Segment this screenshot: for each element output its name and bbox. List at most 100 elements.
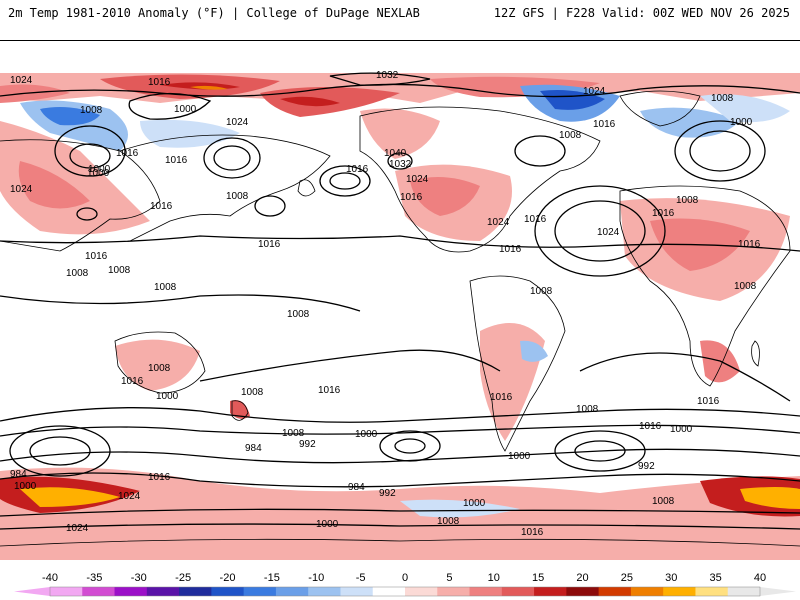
isobar-label: 1024 (118, 491, 141, 502)
legend-frame (49, 586, 761, 597)
anomaly-cool-atlantic (640, 107, 740, 138)
isobar-label: 1008 (80, 105, 103, 116)
anomaly-antarctic-warm (0, 467, 800, 560)
legend-swatch (405, 587, 438, 596)
isobar-label: 1016 (148, 472, 171, 483)
isobar-1000-low-4 (69, 143, 111, 169)
legend-tick-label: 0 (402, 572, 408, 584)
legend-swatch (695, 587, 729, 596)
isobar-label: 1024 (583, 86, 606, 97)
legend-swatch (275, 587, 309, 596)
isobar-label: 1000 (730, 117, 753, 128)
legend-swatch (211, 587, 245, 596)
isobar-label: 1016 (121, 376, 144, 387)
anomaly-antarctic-cool (400, 499, 520, 518)
legend-tick-label: -35 (86, 572, 102, 584)
isobar-label: 1000 (87, 168, 110, 179)
legend-tick-label: 35 (710, 572, 722, 584)
isobar-992-south (0, 448, 800, 464)
legend-swatch (598, 587, 632, 596)
isobar-low-s3 (379, 430, 441, 462)
isobar-1016-north (0, 83, 800, 98)
legend-swatch (340, 587, 374, 596)
legend-swatch (727, 587, 761, 596)
anomaly-warm-3 (190, 85, 228, 90)
legend-swatch (243, 587, 277, 596)
anomaly-warm-eurasia (0, 121, 150, 235)
isobar-label: 1008 (437, 516, 460, 527)
coast-japan (297, 179, 316, 197)
legend-tick-label: -40 (42, 572, 58, 584)
isobar-1016-high-3 (534, 185, 666, 277)
anomaly-antarctic-hot-east (740, 487, 800, 509)
coastlines (0, 90, 800, 547)
isobar-label: 1008 (287, 309, 310, 320)
isobar-label: 1016 (639, 421, 662, 432)
legend-swatch (146, 587, 180, 596)
legend-arrow-high (760, 587, 796, 596)
isobar-1016-midlat (0, 235, 800, 252)
isobar-label: 1024 (226, 117, 249, 128)
isobar-low-s5 (554, 430, 646, 472)
isobar-label: 1000 (174, 104, 197, 115)
legend-tick-label: 15 (532, 572, 544, 584)
isobar-1008-low-4 (54, 125, 126, 177)
isobar-label: 1008 (66, 268, 89, 279)
isobar-label: 1008 (282, 428, 305, 439)
isobar-label: 1008 (241, 387, 264, 398)
isobar-label: 1008 (711, 93, 734, 104)
isobar-label: 1000 (14, 481, 37, 492)
isobar-label: 1016 (490, 392, 513, 403)
isobar-label: 1016 (346, 164, 369, 175)
legend-swatch (308, 587, 341, 596)
isobar-label: 1016 (593, 119, 616, 130)
anomaly-cool-siberia (140, 119, 240, 148)
isobars (0, 72, 800, 530)
legend-tick-label: -30 (131, 572, 147, 584)
isobar-label: 1024 (597, 227, 620, 238)
legend-swatch (630, 587, 664, 596)
isobar-984-south (0, 472, 800, 488)
isobar-label: 1008 (226, 191, 249, 202)
anomaly-cool-europe-core (40, 107, 100, 126)
anomaly-warm-nz (230, 400, 250, 419)
isobar-label: 1016 (148, 77, 171, 88)
isobar-label: 1000 (316, 519, 339, 530)
map-panel: 1024 1016 1000 1032 1024 1008 1000 1008 … (0, 40, 800, 560)
isobar-label: 1000 (508, 451, 531, 462)
coast-africa (619, 185, 791, 387)
isobar-1016-high-1 (319, 165, 371, 197)
isobar-label: 1016 (318, 385, 341, 396)
legend-swatch (372, 587, 406, 596)
isobar-label: 1008 (530, 286, 553, 297)
isobar-low-s1 (9, 425, 111, 477)
legend-tick-label: 10 (488, 572, 500, 584)
anomaly-map: 1024 1016 1000 1032 1024 1008 1000 1008 … (0, 70, 800, 560)
legend-tick-label: 25 (621, 572, 633, 584)
isobar-label: 1024 (10, 75, 33, 86)
isobar-1000-north (128, 92, 212, 120)
anomaly-warm-australia (115, 339, 200, 391)
coast-madagascar (751, 340, 760, 367)
coast-antarctica (0, 538, 800, 547)
isobar-low-s2 (29, 436, 91, 466)
isobar-1008-south-1 (0, 407, 800, 423)
isobar-label: 1000 (355, 429, 378, 440)
legend-swatch (663, 587, 696, 596)
legend-tick-label: -10 (308, 572, 324, 584)
isobar-label: 992 (638, 461, 655, 472)
isobar-1024-high-2 (254, 195, 286, 217)
legend-swatch (179, 587, 212, 596)
anomaly-cool-greenland (700, 94, 790, 123)
isobar-label: 1008 (154, 282, 177, 293)
coast-eurasia (0, 139, 161, 252)
isobar-1024-high-1 (329, 172, 361, 190)
isobar-label: 1016 (400, 192, 423, 203)
map-title: 2m Temp 1981-2010 Anomaly (°F) | College… (8, 6, 420, 20)
isobar-label: 1016 (652, 208, 675, 219)
anomaly-warm-usa-core (410, 177, 480, 216)
coast-north-america (359, 106, 601, 253)
isobar-1008-low-2 (514, 135, 566, 167)
isobar-label: 1016 (150, 201, 173, 212)
anomaly-warm-5 (280, 96, 340, 107)
